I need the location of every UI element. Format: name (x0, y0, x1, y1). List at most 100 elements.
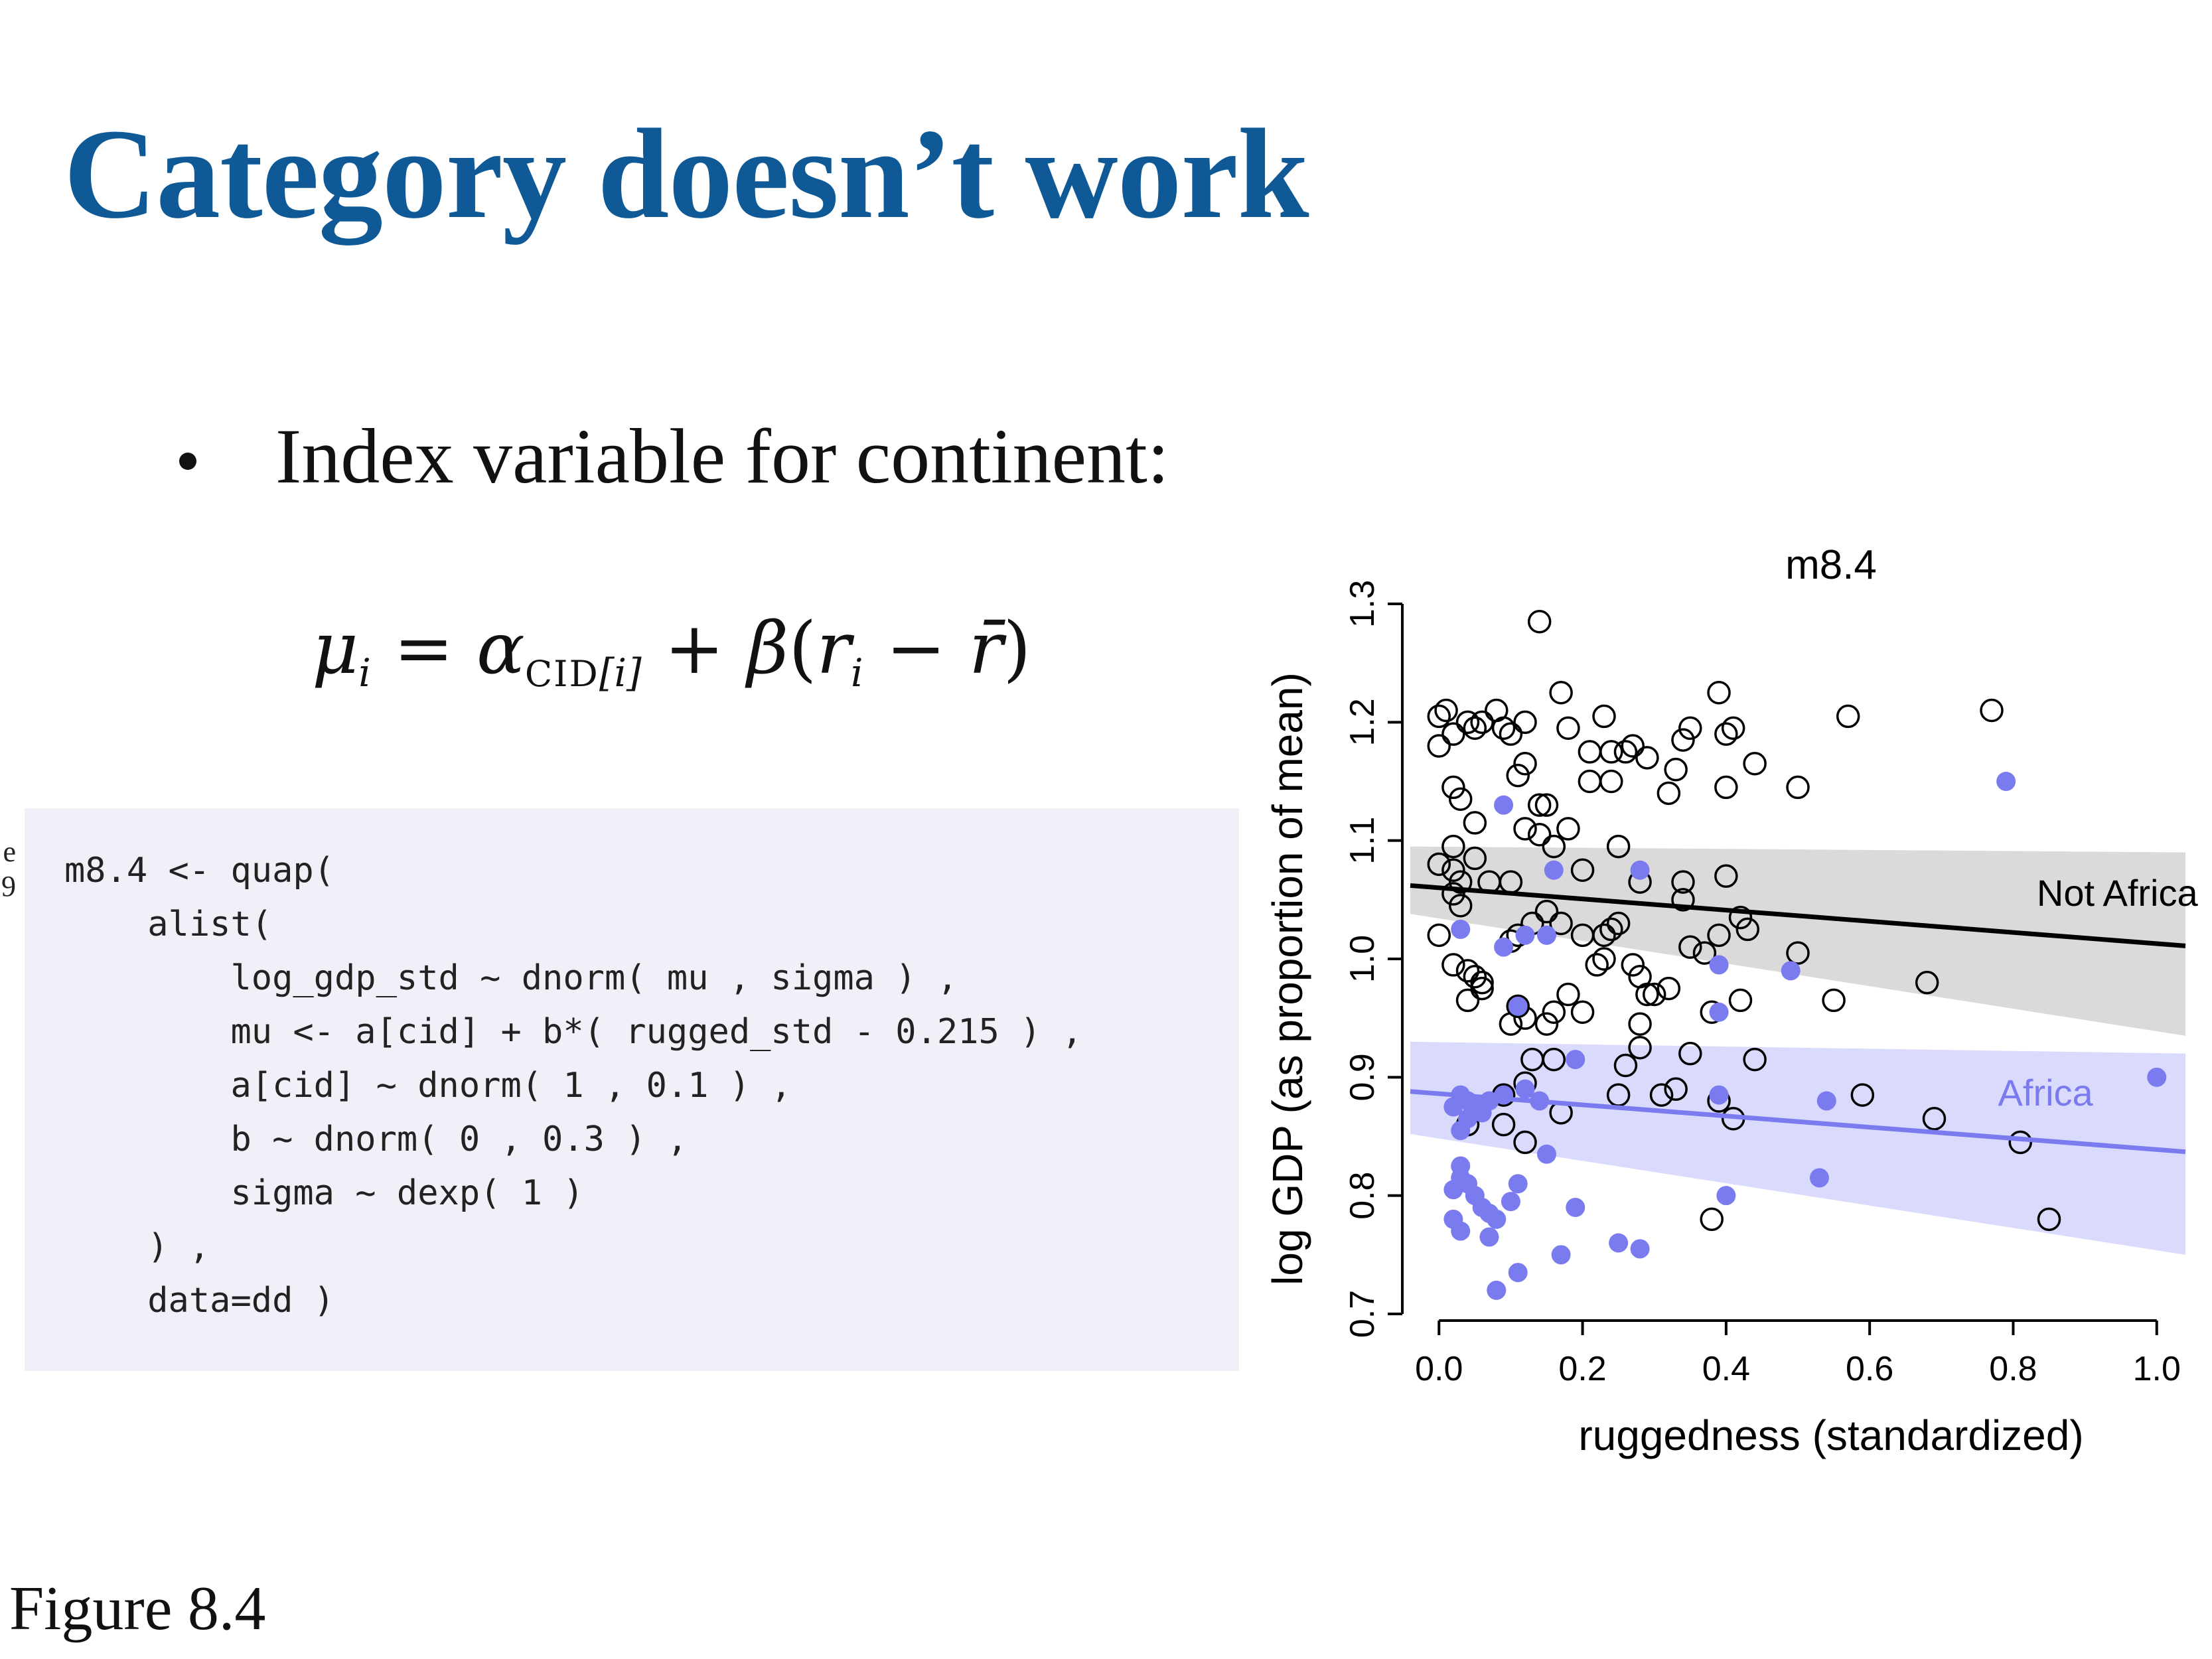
point-not-africa (1714, 864, 1738, 888)
point-not-africa (1542, 834, 1566, 859)
figure-caption: Figure 8.4 (9, 1574, 266, 1643)
point-not-africa (1470, 970, 1494, 995)
point-africa (1501, 1192, 1520, 1212)
point-not-africa (1427, 852, 1451, 877)
point-africa (1566, 1198, 1585, 1217)
point-not-africa (1599, 769, 1623, 794)
point-africa (1508, 1174, 1528, 1194)
model-equation: μi = αCID[i] + β(ri − r̄) (312, 607, 1031, 695)
point-not-africa (1700, 1207, 1724, 1232)
point-not-africa (1427, 923, 1451, 948)
bullet-text: Index variable for continent: (275, 413, 1169, 500)
point-africa (1508, 996, 1528, 1016)
point-not-africa (1527, 793, 1552, 817)
line-africa (1410, 1089, 2186, 1155)
y-tick-label: 1.1 (1343, 817, 1382, 865)
bullet-dot-icon (179, 453, 196, 470)
point-not-africa (1463, 965, 1487, 989)
x-tick-label: 0.8 (1989, 1350, 2037, 1388)
point-not-africa (1671, 728, 1695, 752)
point-africa (1709, 955, 1729, 975)
point-not-africa (1527, 610, 1552, 634)
point-not-africa (1441, 722, 1465, 746)
point-not-africa (1621, 953, 1645, 977)
point-not-africa (1728, 988, 1753, 1013)
point-not-africa (1592, 947, 1616, 971)
point-not-africa (1664, 1077, 1688, 1101)
point-not-africa (1735, 917, 1760, 942)
point-not-africa (1822, 988, 1846, 1013)
point-not-africa (1635, 982, 1659, 1007)
point-africa (1630, 860, 1650, 880)
point-not-africa (1499, 1012, 1523, 1036)
y-tick-label: 1.3 (1343, 580, 1382, 628)
eq-close-paren: ) (1003, 607, 1031, 690)
point-not-africa (1470, 976, 1494, 1001)
point-africa (1716, 1186, 1736, 1206)
point-africa (1487, 1280, 1507, 1300)
point-not-africa (1534, 1012, 1559, 1036)
point-not-africa (2037, 1207, 2061, 1232)
point-not-africa (1463, 846, 1487, 871)
point-not-africa (1922, 1107, 1947, 1131)
code-text: m8.4 <- quap( alist( log_gdp_std ~ dnorm… (64, 851, 1083, 1321)
point-not-africa (1491, 716, 1516, 740)
point-not-africa (1427, 734, 1451, 758)
x-tick-label: 0.2 (1558, 1350, 1606, 1388)
point-not-africa (1441, 953, 1465, 977)
x-tick-label: 0.0 (1415, 1350, 1463, 1388)
point-africa (1494, 937, 1514, 957)
scatter-chart: 0.0 0.2 0.4 0.6 0.8 1.0 0.7 0.8 0.9 1.0 1.1 1.2 1.3 m… (1264, 542, 2198, 1459)
y-axis-label: log GDP (as proportion of mean) (1264, 672, 1311, 1285)
point-africa (1443, 1180, 1463, 1200)
point-not-africa (1527, 823, 1552, 847)
point-not-africa (1585, 953, 1609, 977)
point-not-africa (1980, 698, 2004, 723)
point-africa (1508, 1263, 1528, 1283)
point-not-africa (1570, 858, 1595, 882)
point-africa (1479, 1227, 1499, 1247)
point-not-africa (1599, 917, 1623, 942)
point-not-africa (1786, 775, 1810, 800)
eq-open-paren: ( (788, 607, 817, 690)
point-not-africa (1621, 734, 1645, 758)
eq-rbar: r̄ (968, 607, 1003, 690)
point-not-africa (1613, 740, 1638, 764)
y-tick-label: 1.2 (1343, 698, 1382, 746)
point-not-africa (1570, 1000, 1595, 1024)
point-not-africa (1513, 817, 1537, 841)
point-not-africa (1455, 959, 1480, 983)
point-not-africa (1642, 982, 1666, 1007)
eq-mu: μ (312, 607, 359, 690)
point-not-africa (1850, 1083, 1875, 1107)
point-not-africa (1915, 970, 1939, 995)
point-not-africa (1606, 834, 1631, 859)
code-block: m8.4 <- quap( alist( log_gdp_std ~ dnorm… (25, 808, 1239, 1371)
point-not-africa (1714, 722, 1738, 746)
point-not-africa (1542, 1000, 1566, 1024)
eq-r-sub: i (851, 650, 863, 695)
point-not-africa (1578, 769, 1602, 794)
point-not-africa (1434, 698, 1458, 723)
point-not-africa (1556, 982, 1580, 1007)
point-not-africa (1499, 722, 1523, 746)
point-not-africa (1513, 710, 1537, 735)
point-not-africa (1678, 716, 1702, 740)
x-tick-label: 0.4 (1702, 1350, 1750, 1388)
point-not-africa (1721, 716, 1745, 740)
point-not-africa (2008, 1130, 2033, 1155)
point-not-africa (1613, 1053, 1638, 1078)
band-not-africa (1410, 846, 2185, 1036)
eq-beta: β (747, 607, 789, 690)
x-tick-label: 0.6 (1846, 1350, 1893, 1388)
point-not-africa (1728, 905, 1753, 930)
point-not-africa (1441, 882, 1465, 906)
point-not-africa (1657, 976, 1681, 1001)
point-not-africa (1743, 1047, 1767, 1072)
point-africa (1494, 795, 1514, 815)
point-africa (1536, 1144, 1556, 1164)
eq-minus: − (863, 607, 969, 690)
point-not-africa (1786, 941, 1810, 965)
point-not-africa (1635, 746, 1659, 770)
point-not-africa (1692, 941, 1717, 965)
